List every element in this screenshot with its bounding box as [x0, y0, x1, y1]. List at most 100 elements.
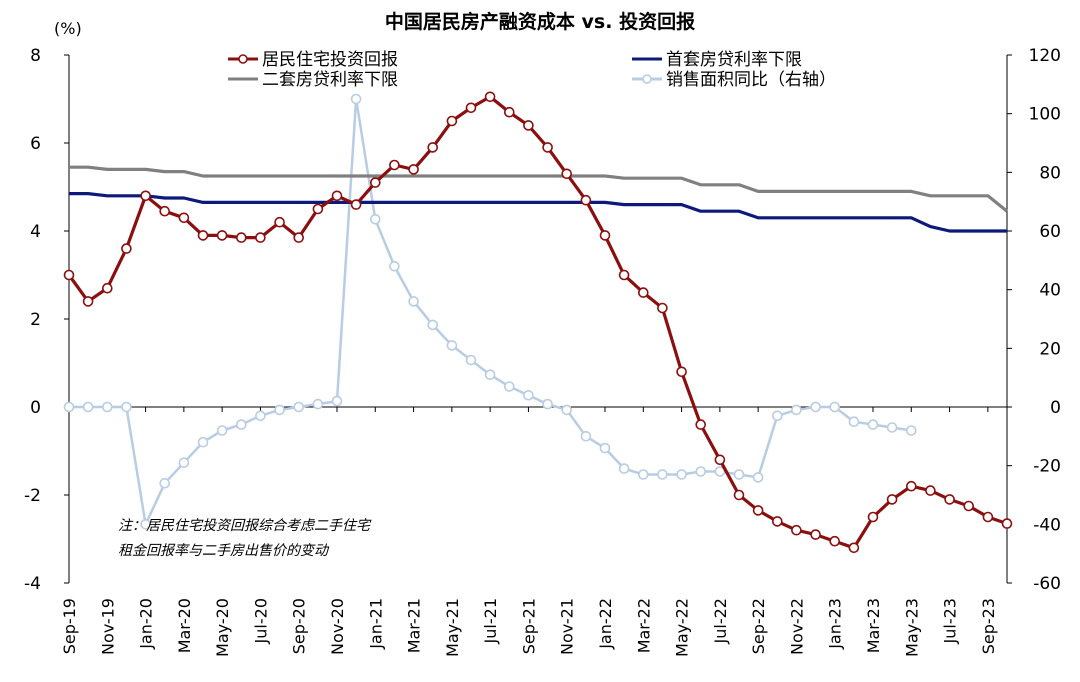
data-point-residential [752, 505, 764, 516]
data-point-residential [350, 199, 362, 210]
data-point-residential [657, 302, 668, 314]
data-point-residential [886, 494, 898, 505]
right-tick-label: 20 [1039, 339, 1061, 359]
data-point-sales-area [178, 457, 190, 469]
chart-title: 中国居民房产融资成本 vs. 投资回报 [385, 10, 695, 33]
data-point-sales-area [312, 398, 324, 410]
x-tick-label: Nov-21 [558, 598, 577, 655]
data-point-sales-area [427, 319, 439, 331]
data-point-residential [963, 500, 975, 512]
x-tick-label: May-23 [902, 598, 921, 657]
data-point-sales-area [236, 419, 247, 430]
x-tick-label: May-21 [443, 598, 462, 657]
series-line-first-home [69, 192, 1007, 233]
chart-note-line-1: 注：居民住宅投资回报综合考虑二手住宅 [118, 518, 372, 534]
data-point-residential [63, 269, 75, 281]
data-point-residential [255, 232, 266, 243]
data-point-sales-area [657, 469, 668, 480]
data-point-residential [236, 232, 247, 243]
data-point-sales-area [63, 401, 75, 413]
left-tick-label: -4 [24, 574, 41, 594]
data-point-residential [216, 230, 228, 241]
data-point-sales-area [523, 389, 534, 401]
data-point-sales-area [599, 442, 611, 454]
data-point-residential [427, 142, 439, 153]
data-point-residential [159, 205, 170, 217]
data-point-sales-area [121, 401, 132, 413]
data-point-residential [905, 480, 917, 492]
data-point-residential [82, 296, 94, 307]
data-point-sales-area [140, 518, 151, 530]
x-tick-label: Jul-20 [251, 598, 270, 644]
data-point-sales-area [848, 416, 860, 428]
data-point-sales-area [676, 469, 687, 480]
x-tick-label: Nov-20 [328, 598, 347, 655]
data-point-sales-area [408, 296, 419, 307]
data-point-residential [618, 269, 630, 281]
data-point-sales-area [350, 93, 362, 105]
data-point-sales-area [695, 466, 707, 477]
data-point-residential [389, 159, 400, 171]
data-point-sales-area [82, 401, 94, 413]
right-tick-label: 100 [1029, 105, 1061, 125]
data-point-residential [331, 190, 343, 202]
data-point-residential [369, 177, 381, 188]
data-point-residential [293, 232, 305, 243]
chart-note-line-2: 租金回报率与二手房出售价的变动 [118, 543, 330, 559]
legend-marker-sales-area [642, 74, 652, 84]
right-tick-label: 120 [1029, 46, 1061, 66]
x-tick-label: May-20 [213, 598, 232, 657]
data-point-residential [542, 142, 553, 153]
left-axis-unit: (%) [54, 19, 82, 38]
data-point-residential [637, 287, 649, 298]
data-point-residential [102, 282, 113, 294]
x-tick-label: Sep-21 [519, 598, 538, 654]
left-tick-label: 8 [30, 46, 41, 66]
left-tick-label: 0 [30, 398, 41, 418]
x-tick-label: Jan-23 [826, 598, 845, 650]
right-tick-label: -60 [1033, 574, 1061, 594]
series-line-residential [67, 95, 1008, 550]
data-point-sales-area [484, 369, 496, 381]
right-tick-label: 0 [1050, 398, 1061, 418]
data-point-residential [771, 516, 783, 527]
data-point-sales-area [580, 430, 592, 442]
right-tick-label: 80 [1039, 163, 1061, 183]
data-point-sales-area [293, 401, 305, 413]
data-point-residential [925, 485, 936, 496]
series-line-sales-area [69, 97, 912, 526]
data-point-sales-area [618, 463, 630, 474]
data-point-sales-area [867, 419, 879, 430]
legend-marker-residential [238, 54, 248, 64]
x-tick-label: Jul-21 [481, 598, 500, 644]
legend-label-residential: 居民住宅投资回报 [262, 50, 398, 70]
legend-label-first-home: 首套房贷利率下限 [666, 50, 802, 70]
data-point-residential [733, 489, 745, 501]
data-point-residential [810, 529, 821, 540]
data-point-residential [1001, 518, 1013, 529]
data-point-residential [446, 115, 458, 127]
x-tick-label: Jul-22 [711, 598, 730, 644]
x-tick-label: Sep-20 [290, 598, 309, 654]
data-point-sales-area [714, 466, 726, 477]
data-point-sales-area [503, 381, 515, 392]
data-point-sales-area [274, 404, 285, 416]
data-point-sales-area [446, 340, 458, 351]
data-point-sales-area [197, 436, 209, 448]
data-point-residential [867, 511, 879, 523]
data-point-residential [274, 216, 285, 228]
x-tick-label: Mar-21 [405, 598, 424, 653]
data-point-residential [121, 243, 132, 254]
data-point-residential [178, 212, 190, 224]
data-point-sales-area [752, 472, 764, 483]
data-point-sales-area [829, 401, 841, 413]
right-tick-label: -20 [1033, 457, 1061, 477]
right-tick-label: -40 [1033, 515, 1061, 535]
left-tick-label: 4 [30, 222, 41, 242]
data-point-sales-area [561, 404, 573, 416]
data-point-sales-area [331, 395, 343, 407]
x-tick-label: Mar-20 [175, 598, 194, 653]
data-point-sales-area [733, 469, 745, 480]
